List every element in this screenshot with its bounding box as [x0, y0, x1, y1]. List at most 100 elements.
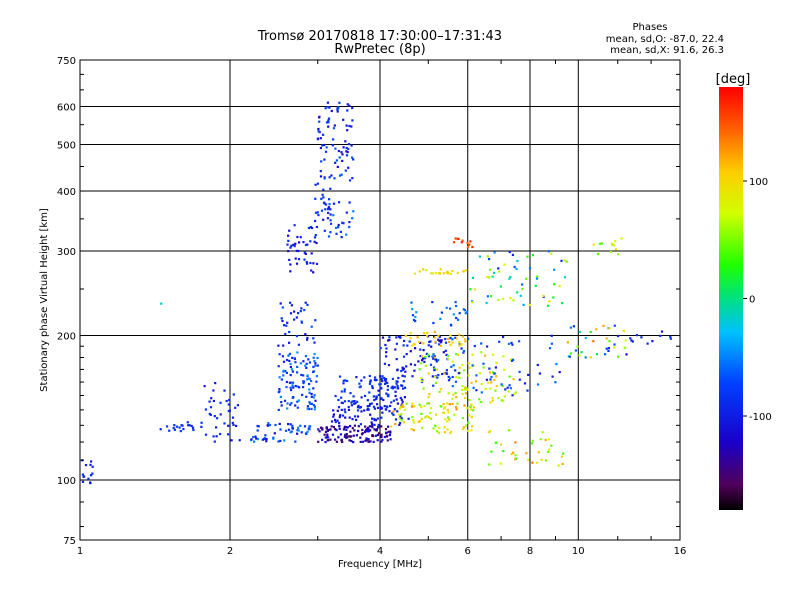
data-point	[484, 387, 487, 390]
data-point	[342, 146, 345, 149]
data-point	[190, 424, 193, 428]
data-point	[286, 243, 289, 246]
data-point	[436, 430, 439, 433]
data-point	[285, 324, 288, 327]
data-point	[422, 342, 425, 345]
data-point	[561, 302, 564, 305]
data-point	[327, 235, 331, 238]
data-point	[373, 398, 376, 402]
data-point	[326, 101, 329, 104]
data-point	[592, 243, 595, 246]
data-point	[522, 303, 525, 306]
data-point	[511, 359, 514, 362]
data-point	[288, 258, 291, 261]
data-point	[329, 213, 332, 216]
data-point	[429, 411, 432, 414]
data-point	[278, 388, 281, 391]
data-point	[89, 482, 92, 485]
data-point	[424, 357, 427, 360]
data-point	[396, 387, 399, 390]
data-point	[458, 366, 461, 369]
data-point	[348, 221, 351, 224]
data-point	[531, 254, 535, 257]
data-point	[347, 408, 350, 411]
data-point	[422, 268, 425, 271]
data-point	[351, 106, 354, 110]
data-point	[446, 420, 449, 423]
data-point	[427, 416, 430, 419]
data-point	[81, 480, 85, 483]
data-point	[513, 265, 516, 268]
data-point	[404, 370, 407, 373]
data-point	[345, 124, 348, 127]
data-point	[327, 119, 330, 122]
data-point	[384, 408, 387, 411]
data-point	[347, 166, 350, 169]
data-point	[357, 425, 360, 428]
data-point	[338, 156, 341, 159]
data-point	[386, 394, 389, 397]
data-point	[349, 424, 352, 428]
data-point	[166, 425, 169, 428]
data-point	[597, 252, 600, 256]
data-point	[510, 358, 513, 361]
data-point	[314, 364, 317, 367]
data-point	[385, 347, 388, 350]
data-point	[344, 433, 347, 436]
data-point	[296, 406, 299, 409]
data-point	[160, 302, 163, 305]
data-point	[387, 425, 390, 428]
data-point	[213, 415, 216, 418]
data-point	[209, 406, 213, 409]
data-point	[361, 432, 364, 435]
data-point	[265, 440, 268, 443]
data-point	[410, 405, 414, 408]
data-point	[330, 222, 333, 225]
data-point	[296, 235, 299, 239]
data-point	[612, 346, 616, 349]
data-point	[301, 393, 304, 396]
data-point	[388, 410, 391, 413]
data-point	[286, 407, 289, 410]
data-point	[350, 439, 353, 443]
data-point	[421, 426, 424, 429]
data-point	[446, 337, 449, 340]
data-point	[354, 402, 357, 405]
data-point	[290, 402, 293, 405]
data-point	[297, 429, 300, 432]
data-point	[470, 403, 473, 406]
data-point	[478, 398, 481, 401]
data-point	[351, 427, 354, 430]
data-point	[547, 448, 551, 451]
data-point	[223, 389, 226, 392]
data-point	[377, 389, 380, 392]
data-point	[310, 226, 314, 230]
data-point	[289, 386, 292, 389]
data-point	[400, 398, 403, 401]
data-point	[316, 356, 319, 360]
data-point	[544, 459, 548, 462]
y-tick-label: 75	[63, 536, 76, 547]
data-point	[339, 230, 342, 233]
data-point	[419, 355, 422, 358]
data-point	[489, 295, 493, 298]
data-point	[385, 431, 388, 434]
data-point	[454, 380, 457, 383]
data-point	[437, 338, 440, 341]
data-point	[471, 276, 474, 279]
data-point	[338, 421, 341, 425]
data-point	[393, 408, 396, 411]
data-point	[613, 343, 616, 346]
data-point	[442, 272, 446, 275]
data-point	[468, 399, 471, 402]
data-point	[402, 355, 406, 358]
data-point	[380, 377, 383, 380]
data-point	[366, 405, 369, 408]
data-point	[502, 450, 505, 453]
data-point	[288, 381, 291, 384]
data-point	[420, 405, 423, 409]
data-point	[298, 386, 301, 389]
data-point	[345, 146, 348, 150]
data-point	[286, 402, 289, 405]
data-points	[81, 101, 672, 485]
